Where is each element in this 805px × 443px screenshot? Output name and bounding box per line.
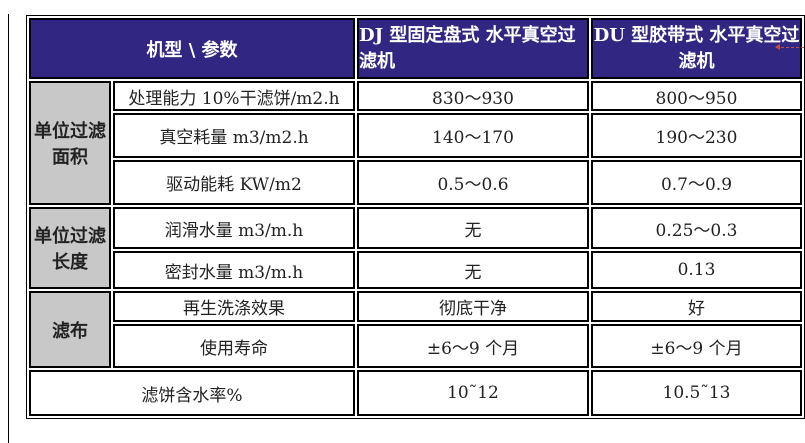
param-cell: 润滑水量 m3/m.h bbox=[113, 207, 355, 249]
param-cell: 滤饼含水率% bbox=[29, 370, 355, 416]
dj-cell: 0.5～0.6 bbox=[357, 160, 589, 205]
header-du: DU 型胶带式 水平真空过滤机 bbox=[591, 18, 802, 79]
param-cell: 密封水量 m3/m.h bbox=[113, 251, 355, 289]
group-area: 单位过滤 面积 bbox=[29, 81, 111, 205]
du-cell: 0.13 bbox=[591, 251, 802, 289]
dj-cell: 140～170 bbox=[357, 113, 589, 158]
du-cell: 好 bbox=[591, 291, 802, 322]
param-cell: 再生洗涤效果 bbox=[113, 291, 355, 322]
page-margin-line bbox=[8, 14, 9, 443]
header-dj: DJ 型固定盘式 水平真空过滤机 bbox=[357, 18, 589, 79]
du-cell: 800～950 bbox=[591, 81, 802, 111]
comparison-table: 机型 \ 参数 DJ 型固定盘式 水平真空过滤机 DU 型胶带式 水平真空过滤机… bbox=[26, 15, 805, 419]
dj-cell: ±6～9 个月 bbox=[357, 324, 589, 368]
header-corner: 机型 \ 参数 bbox=[29, 18, 355, 79]
du-cell: 190～230 bbox=[591, 113, 802, 158]
dj-cell: 830～930 bbox=[357, 81, 589, 111]
dj-cell: 10˜12 bbox=[357, 370, 589, 416]
du-cell: 0.25～0.3 bbox=[591, 207, 802, 249]
param-cell: 处理能力 10%干滤饼/m2.h bbox=[113, 81, 355, 111]
arrow-marker-icon bbox=[775, 44, 804, 50]
dj-cell: 彻底干净 bbox=[357, 291, 589, 322]
param-cell: 使用寿命 bbox=[113, 324, 355, 368]
dj-cell: 无 bbox=[357, 207, 589, 249]
du-cell: 10.5˜13 bbox=[591, 370, 802, 416]
group-length: 单位过滤 长度 bbox=[29, 207, 111, 289]
param-cell: 真空耗量 m3/m2.h bbox=[113, 113, 355, 158]
du-cell: ±6～9 个月 bbox=[591, 324, 802, 368]
group-cloth: 滤布 bbox=[29, 291, 111, 368]
param-cell: 驱动能耗 KW/m2 bbox=[113, 160, 355, 205]
du-cell: 0.7～0.9 bbox=[591, 160, 802, 205]
dj-cell: 无 bbox=[357, 251, 589, 289]
